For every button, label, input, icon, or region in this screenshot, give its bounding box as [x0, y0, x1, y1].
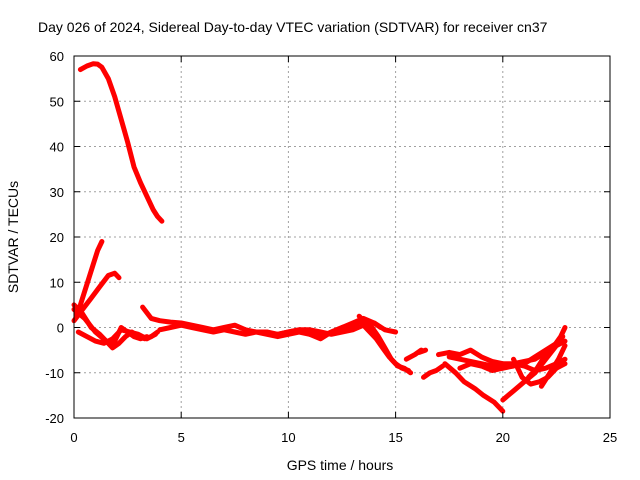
x-axis-label: GPS time / hours: [287, 457, 394, 473]
series-line-arc-late-e: [511, 356, 568, 387]
x-tick-label: 15: [388, 430, 402, 445]
y-tick-label: 40: [50, 140, 64, 155]
y-tick-label: 20: [50, 230, 64, 245]
x-tick-labels: 0 5 10 15 20 25: [70, 430, 617, 445]
series-line-arc-late-b: [442, 361, 506, 414]
x-tick-label: 0: [70, 430, 77, 445]
series-line-seg-small-c: [421, 363, 446, 380]
y-tick-label: 60: [50, 49, 64, 64]
x-tick-label: 10: [281, 430, 295, 445]
y-tick-label: -20: [45, 411, 64, 426]
series-line-arc-drop-2: [360, 322, 411, 373]
series-line-arc-rise-a: [73, 239, 105, 317]
series-line-arc-drop: [356, 313, 414, 376]
x-tick-label: 25: [603, 430, 617, 445]
series-line-arc-low-c: [71, 306, 150, 349]
series-line-arc-rise-b: [71, 270, 122, 324]
x-tick-label: 5: [178, 430, 185, 445]
series-line-arc-end-d: [538, 343, 568, 389]
data-series: [71, 61, 568, 414]
chart-title: Day 026 of 2024, Sidereal Day-to-day VTE…: [38, 19, 548, 35]
y-axis-label: SDTVAR / TECUs: [5, 181, 21, 293]
grid-lines: [74, 56, 610, 418]
series-line-arc-end-c: [521, 334, 566, 367]
y-tick-label: 0: [57, 321, 64, 336]
y-tick-label: -10: [45, 366, 64, 381]
y-tick-label: 50: [50, 94, 64, 109]
series-line-seg-small-b: [416, 347, 429, 355]
x-tick-label: 20: [496, 430, 510, 445]
y-tick-labels: -20 -10 0 10 20 30 40 50 60: [45, 49, 64, 426]
y-tick-label: 10: [50, 275, 64, 290]
y-tick-label: 30: [50, 185, 64, 200]
series-line-arc-mid-2: [157, 318, 373, 342]
axis-ticks: [73, 55, 611, 419]
series-line-arc-high: [77, 61, 165, 224]
